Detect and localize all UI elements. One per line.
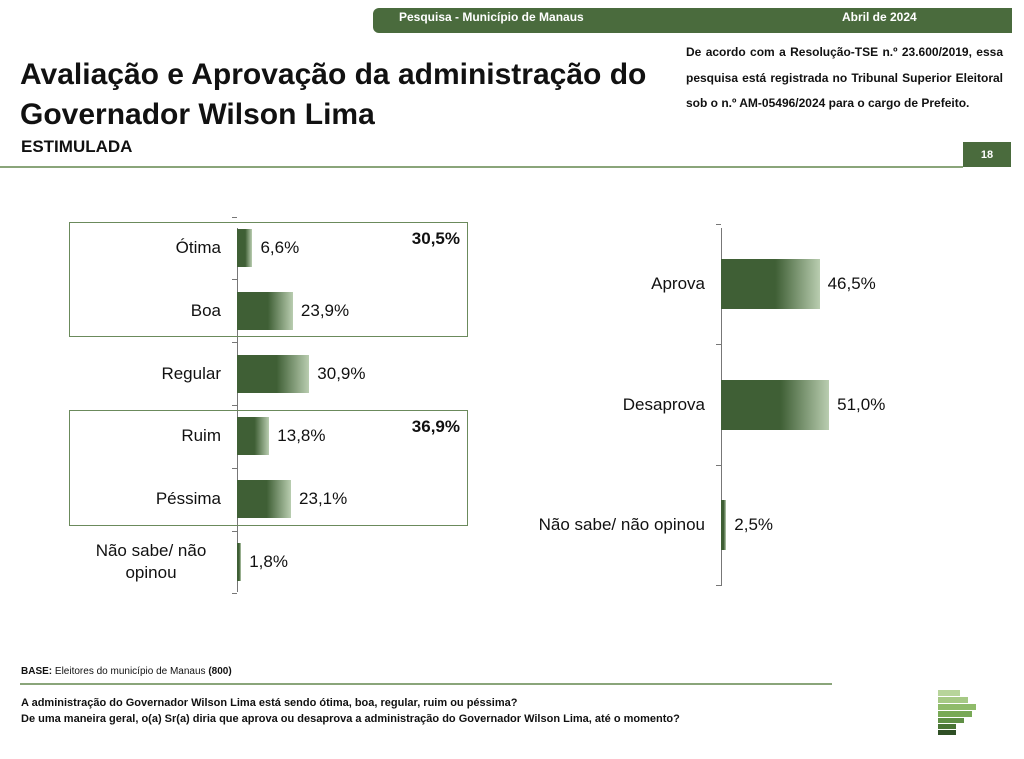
value-label: 13,8% — [277, 426, 326, 446]
category-label: Ruim — [181, 426, 221, 446]
footer-rule — [20, 683, 832, 685]
header-bar: Pesquisa - Município de Manaus Abril de … — [373, 8, 1012, 33]
group-label: 30,5% — [411, 228, 460, 248]
group-label: 36,9% — [411, 417, 460, 436]
category-label: Aprova — [651, 274, 705, 293]
question-2: De uma maneira geral, o(a) Sr(a) diria q… — [21, 713, 680, 725]
value-label: 2,5% — [734, 515, 774, 534]
axis-tick — [232, 530, 237, 532]
survey-date: Abril de 2024 — [842, 10, 917, 24]
slide-title: Avaliação e Aprovação da administração d… — [20, 58, 647, 131]
slide-subtitle: ESTIMULADA — [21, 137, 133, 156]
base-count: (800) — [208, 666, 232, 677]
value-label: 23,9% — [300, 300, 350, 320]
base-text: Eleitores do município de Manaus — [54, 666, 206, 677]
axis-tick — [232, 342, 237, 344]
page-number: 18 — [963, 142, 1011, 167]
axis-tick — [232, 467, 237, 469]
bar — [721, 259, 820, 309]
value-label: 6,6% — [260, 238, 300, 257]
category-label: Desaprova — [622, 394, 705, 414]
value-label: 30,9% — [317, 363, 366, 383]
base-note: BASE: Eleitores do município de Manaus (… — [21, 666, 232, 677]
category-label: Péssima — [155, 489, 221, 509]
axis-tick — [232, 216, 237, 218]
bar — [721, 379, 830, 430]
logo — [938, 690, 976, 735]
bar — [237, 417, 270, 456]
value-label: 23,1% — [299, 489, 348, 509]
survey-name: Pesquisa - Município de Manaus — [399, 10, 584, 24]
category-label: Ótima — [175, 238, 221, 257]
bar — [721, 500, 727, 550]
axis-tick — [716, 223, 721, 225]
bar — [237, 480, 292, 519]
group-box — [69, 221, 468, 338]
axis-tick — [716, 585, 721, 587]
axis-tick — [232, 279, 237, 281]
category-label: Regular — [161, 363, 221, 383]
value-label: 51,0% — [837, 394, 886, 414]
bar — [237, 291, 293, 330]
axis-tick — [232, 405, 237, 406]
registration-note: De acordo com a Resolução-TSE n.º 23.600… — [686, 45, 1003, 110]
value-label: 46,5% — [827, 274, 876, 293]
category-label: Não sabe/ não opinou — [95, 541, 207, 582]
category-label: Boa — [190, 300, 221, 320]
bar — [237, 543, 242, 581]
value-label: 1,8% — [249, 552, 288, 571]
header-rule — [0, 166, 963, 168]
base-label: BASE: — [21, 666, 53, 677]
question-1: A administração do Governador Wilson Lim… — [21, 697, 518, 709]
axis-tick — [232, 593, 237, 595]
bar — [237, 229, 253, 267]
bar — [237, 354, 310, 393]
category-label: Não sabe/ não opinou — [538, 515, 705, 534]
axis-tick — [716, 344, 721, 346]
group-box — [69, 410, 468, 526]
axis-tick — [716, 464, 721, 466]
